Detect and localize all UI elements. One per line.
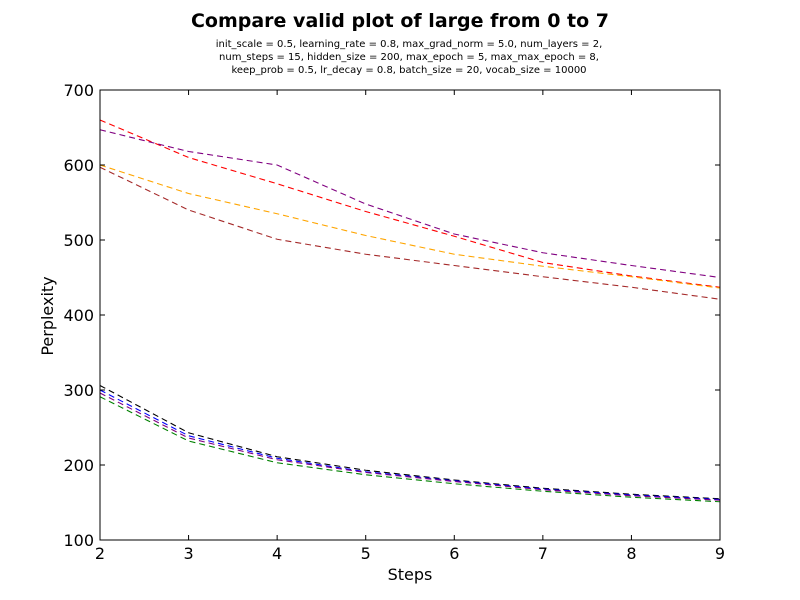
chart-subtitle-line-3: keep_prob = 0.5, lr_decay = 0.8, batch_s…	[231, 65, 586, 76]
x-tick-label: 5	[361, 544, 371, 563]
series-line-4	[99, 166, 721, 300]
series-line-1	[99, 119, 721, 288]
y-axis-label: Perplexity	[38, 276, 57, 355]
x-tick-label: 8	[626, 544, 636, 563]
chart-subtitle-line-2: num_steps = 15, hidden_size = 200, max_e…	[219, 52, 599, 63]
x-tick-label: 2	[95, 544, 105, 563]
series-line-6	[99, 389, 721, 501]
series-line-3	[99, 164, 721, 289]
x-tick-label: 6	[449, 544, 459, 563]
y-tick-label: 200	[63, 456, 94, 475]
y-tick-label: 300	[63, 381, 94, 400]
x-axis-label: Steps	[388, 565, 433, 584]
chart-subtitle-line-1: init_scale = 0.5, learning_rate = 0.8, m…	[216, 39, 603, 50]
series-line-7	[99, 392, 721, 501]
y-tick-label: 500	[63, 231, 94, 250]
series-line-5	[99, 385, 721, 500]
x-tick-label: 3	[183, 544, 193, 563]
x-tick-label: 7	[538, 544, 548, 563]
y-tick-label: 600	[63, 156, 94, 175]
series-line-8	[99, 396, 721, 503]
tick-layer: 2 3 4 5 6 7 8 9 100 200 300 400 500 600 700	[63, 81, 725, 563]
series-layer	[99, 119, 721, 503]
y-tick-label: 700	[63, 81, 94, 100]
series-line-2	[99, 129, 721, 279]
chart-title: Compare valid plot of large from 0 to 7	[191, 10, 609, 32]
x-tick-label: 9	[715, 544, 725, 563]
y-tick-label: 400	[63, 306, 94, 325]
x-tick-label: 4	[272, 544, 282, 563]
y-tick-label: 100	[63, 531, 94, 550]
